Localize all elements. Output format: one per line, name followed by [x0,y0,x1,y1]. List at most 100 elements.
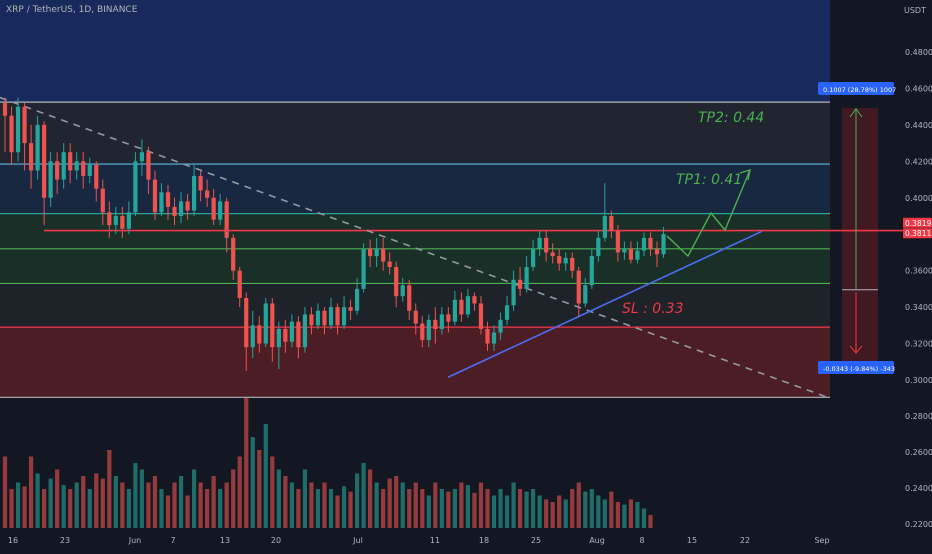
volume-bar [361,463,366,528]
volume-bar [341,486,347,528]
y-tick-label: 0.4000 [905,194,932,203]
volume-bar [648,515,653,528]
annotation-label: TP2: 0.44 [698,110,764,126]
volume-bar [439,489,444,528]
y-tick-label: 0.3200 [905,340,932,349]
candle-body [628,248,634,260]
candle-body [550,252,555,257]
volume-bar [218,489,223,528]
candle-body [504,305,510,320]
volume-bar [459,482,464,528]
volume-bar [185,495,190,528]
candle-body [237,270,242,298]
y-tick-label: 0.3600 [905,267,932,276]
candle-body [641,237,647,251]
candle-body [335,307,340,326]
volume-bar [433,482,438,528]
volume-bar [191,469,197,528]
volume-bar [61,485,66,528]
volume-bar [322,482,327,528]
candle-body [309,314,314,326]
candle-body [654,248,660,255]
volume-bar [2,456,8,528]
volume-bar [563,499,568,528]
candle-body [439,314,444,329]
candle-body [635,250,640,260]
candle-body [133,161,138,213]
candle-body [120,215,125,229]
measure-top-label-bg [818,82,894,95]
volume-bar [68,489,73,528]
volume-bar [381,489,386,528]
x-tick-label: 22 [740,536,750,545]
volume-bar [407,489,412,528]
volume-bar [498,489,503,528]
volume-bar [126,489,131,528]
x-tick-label: Aug [589,536,605,545]
volume-bar [198,482,203,528]
candle-body [413,310,418,324]
candle-body [263,303,268,344]
projection-path [666,169,751,258]
candle-body [524,267,529,289]
volume-bar [296,489,301,528]
volume-bar [570,489,575,528]
volume-bar [22,486,27,528]
volume-bar [446,491,451,528]
y-tick-label: 0.4800 [905,48,932,57]
volume-bar [309,482,314,528]
volume-bar [276,469,281,528]
measure-top-label: 0.1007 (28.78%) 1007 [818,82,896,95]
volume-bar [387,478,392,528]
candle-body [55,161,60,180]
candle-body [28,143,34,171]
candle-body [81,161,86,176]
volume-bar [348,491,353,528]
candle-body [126,212,131,229]
candle-body [68,152,73,171]
volume-bar [283,476,288,528]
candle-body [472,296,477,304]
candle-body [296,321,301,348]
candle-body [465,296,471,315]
candle-body [589,256,594,286]
x-tick-label: 15 [687,536,697,545]
volume-bar [55,469,60,528]
x-tick-label: 20 [271,536,281,545]
volume-bar [35,473,40,528]
volume-bar [139,469,145,528]
volume-bar [635,502,640,528]
volume-bar [94,473,99,528]
volume-bar [504,495,510,528]
x-tick-label: 7 [170,536,175,545]
x-tick-label: 23 [60,536,70,545]
candle-body [537,237,542,249]
volume-bar [244,398,249,528]
y-tick-label: 0.4200 [905,157,932,166]
y-tick-label: 0.2200 [905,520,932,529]
volume-bar [524,491,529,528]
volume-bar [609,491,614,528]
candle-body [94,164,99,189]
y-tick-label: 0.2400 [905,484,932,493]
measure-bottom-label-text: -0.0343 (-9.84%) -343 [823,365,895,373]
candle-body [2,103,8,116]
candle-body [433,319,438,329]
x-tick-label: Sep [814,536,829,545]
candle-body [289,321,294,342]
volume-bar [400,482,405,528]
candle-body [557,256,562,264]
volume-bar [452,489,457,528]
volume-bar [583,491,588,528]
price-badge: 0.3819 [903,217,932,228]
candle-body [622,248,627,253]
volume-bar [472,492,477,528]
candle-body [446,314,451,322]
volume-bar [596,495,601,528]
volume-bar [231,469,236,528]
x-tick-label: Jul [352,536,363,545]
volume-bar [237,456,242,528]
blue-zone [0,0,830,103]
volume-bar [205,489,210,528]
